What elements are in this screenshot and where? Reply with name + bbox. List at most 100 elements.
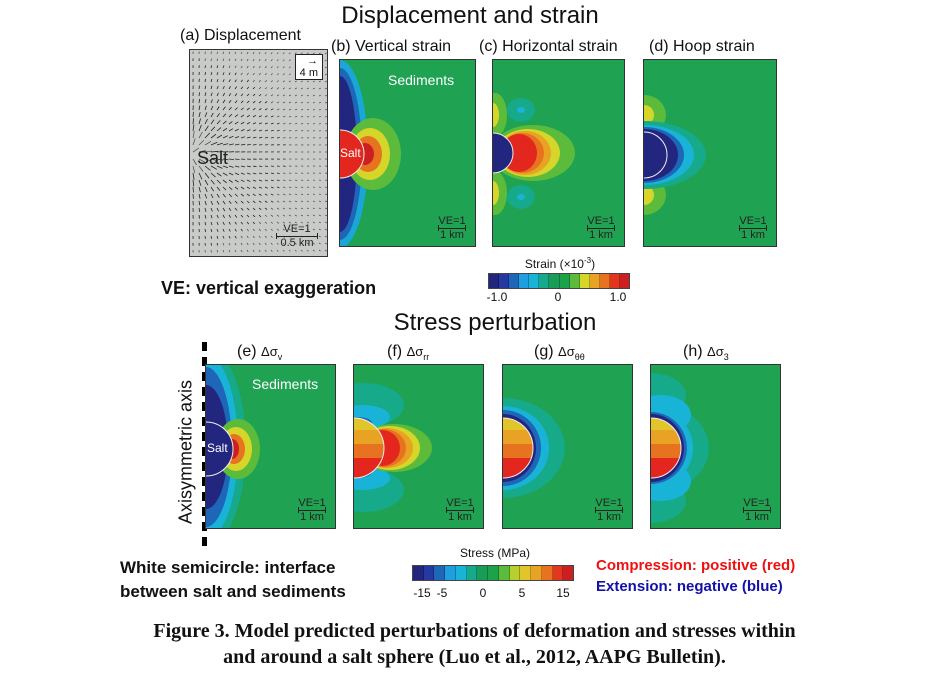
panel-h-delta-sigma-3: VE=1 1 km	[650, 364, 781, 529]
horizontal-strain-contours	[493, 93, 575, 215]
stress-colorbar	[412, 565, 574, 581]
ve-label: VE=1	[446, 497, 474, 509]
colorbar-swatch	[579, 274, 590, 288]
caption-line-1: Figure 3. Model predicted perturbations …	[153, 620, 796, 642]
sigma-v-contours	[206, 365, 260, 528]
ve-label: VE=1	[595, 497, 623, 509]
axisymmetric-axis-label: Axisymmetric axis	[175, 379, 196, 525]
ve-note: VE: vertical exaggeration	[161, 278, 377, 298]
colorbar-swatch	[498, 566, 510, 580]
ve-label: VE=1	[587, 215, 615, 227]
ve-label: VE=1	[298, 497, 326, 509]
interface-note-line1: White semicircle: interface	[120, 558, 336, 577]
figure-caption: Figure 3. Model predicted perturbations …	[0, 618, 949, 670]
panel-g-delta-sigma-theta-theta: VE=1 1 km	[502, 364, 633, 529]
panel-d-hoop-strain: VE=1 1 km	[643, 59, 777, 247]
panel-a-title: (a) Displacement	[180, 27, 301, 44]
colorbar-swatch	[455, 566, 467, 580]
stress-tick: -5	[436, 586, 448, 600]
scale-label: 1 km	[448, 511, 472, 523]
colorbar-swatch	[531, 566, 542, 580]
sigma-rr-contours	[354, 383, 432, 512]
colorbar-swatch	[549, 274, 560, 288]
stress-section-title: Stress perturbation	[393, 309, 597, 336]
panel-c-title: (c) Horizontal strain	[479, 38, 618, 55]
arrow-scale-box: → 4 m	[294, 54, 323, 80]
scale-bar: VE=1 1 km	[437, 215, 467, 242]
colorbar-swatch	[589, 274, 600, 288]
panel-c-horizontal-strain: VE=1 1 km	[492, 59, 625, 247]
panel-e-delta-sigma-v: Sediments Salt VE=1 1 km	[205, 364, 336, 529]
colorbar-swatch	[609, 274, 621, 288]
colorbar-swatch	[541, 566, 553, 580]
stress-colorbar-title: Stress (MPa)	[459, 546, 530, 560]
compression-note: Compression: positive (red)	[596, 557, 796, 574]
colorbar-swatch	[489, 274, 500, 288]
scale-bar: VE=1 1 km	[297, 497, 327, 524]
axisymmetric-axis-line	[202, 342, 207, 552]
colorbar-swatch	[445, 566, 456, 580]
ve-label: VE=1	[283, 223, 311, 235]
strain-tick: 0	[554, 290, 562, 304]
ve-label: VE=1	[743, 497, 771, 509]
extension-note: Extension: negative (blue)	[596, 578, 783, 595]
scale-bar: VE=1 1 km	[586, 215, 616, 242]
colorbar-swatch	[413, 566, 424, 580]
scale-bar: VE=1 1 km	[445, 497, 475, 524]
panel-b-vertical-strain: Sediments Salt VE=1 1 km	[339, 59, 476, 247]
colorbar-swatch	[423, 566, 435, 580]
strain-section-title: Displacement and strain	[341, 2, 599, 29]
colorbar-swatch	[477, 566, 489, 580]
hoop-strain-contours	[644, 95, 706, 215]
scale-label: 1 km	[440, 229, 464, 241]
panel-a-displacement: → 4 m Salt VE=1 0.5 km	[189, 49, 328, 257]
scale-label: 1 km	[300, 511, 324, 523]
colorbar-swatch	[552, 566, 564, 580]
sediments-label: Sediments	[252, 376, 319, 392]
scale-bar: VE=1 1 km	[594, 497, 624, 524]
strain-colorbar	[488, 273, 630, 289]
stress-tick: 0	[479, 586, 487, 600]
colorbar-swatch	[520, 566, 532, 580]
colorbar-swatch	[519, 274, 530, 288]
salt-label: Salt	[197, 148, 229, 168]
panel-g-title: (g) Δσθθ	[534, 343, 585, 363]
salt-label: Salt	[340, 146, 361, 160]
stress-tick: -15	[413, 586, 431, 600]
scale-bar: VE=1 1 km	[742, 497, 772, 524]
stress-tick: 5	[518, 586, 526, 600]
panel-e-title: (e) Δσv	[237, 343, 283, 363]
panel-f-delta-sigma-rr: VE=1 1 km	[353, 364, 484, 529]
sigma-3-contours	[651, 373, 709, 523]
colorbar-swatch	[466, 566, 478, 580]
strain-colorbar-title: Strain (×10-3)	[524, 256, 596, 271]
colorbar-swatch	[529, 274, 540, 288]
panel-d-title: (d) Hoop strain	[649, 38, 755, 55]
strain-tick: -1.0	[486, 290, 508, 304]
scale-label: 1 km	[597, 511, 621, 523]
salt-label: Salt	[207, 441, 228, 455]
scale-bar: VE=1 1 km	[738, 215, 768, 242]
panel-b-title: (b) Vertical strain	[331, 38, 452, 55]
arrow-scale-label: 4 m	[299, 67, 318, 79]
ve-label: VE=1	[438, 215, 466, 227]
scale-label: 1 km	[589, 229, 613, 241]
ve-label: VE=1	[739, 215, 767, 227]
panel-f-title: (f) Δσrr	[387, 343, 430, 363]
colorbar-swatch	[488, 566, 499, 580]
colorbar-swatch	[509, 274, 520, 288]
scale-label: 0.5 km	[280, 237, 314, 249]
scale-label: 1 km	[741, 229, 765, 241]
arrow-icon: →	[307, 55, 318, 67]
colorbar-swatch	[559, 274, 570, 288]
colorbar-swatch	[539, 274, 550, 288]
colorbar-swatch	[563, 566, 574, 580]
displacement-vector-field	[190, 50, 327, 256]
colorbar-swatch	[509, 566, 521, 580]
interface-note-line2: between salt and sediments	[120, 582, 346, 601]
strain-tick: 1.0	[609, 290, 627, 304]
caption-line-2: and around a salt sphere (Luo et al., 20…	[223, 646, 726, 668]
panel-h-title: (h) Δσ3	[683, 343, 729, 363]
colorbar-swatch	[569, 274, 580, 288]
sediments-label: Sediments	[388, 72, 455, 88]
